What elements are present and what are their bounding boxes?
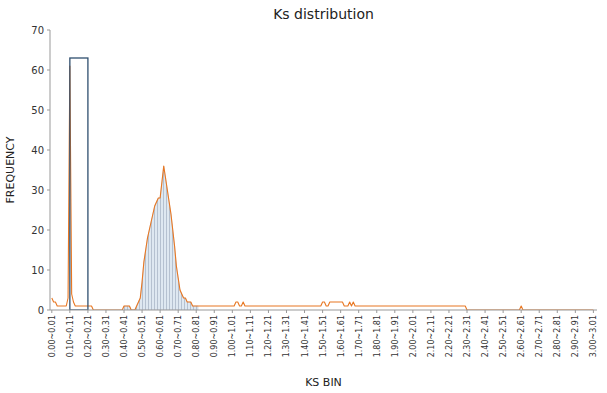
highlight-box: [70, 58, 88, 310]
x-tick-label: 2.90~2.91: [571, 315, 580, 357]
y-axis-label: FREQUENCY: [4, 136, 17, 203]
x-tick-label: 1.10~1.11: [246, 315, 255, 357]
x-tick-label: 0.10~0.11: [66, 315, 75, 357]
x-tick: [178, 310, 179, 313]
x-tick: [160, 310, 161, 313]
x-tick-label: 2.50~2.51: [499, 315, 508, 357]
y-tick: [47, 270, 50, 271]
x-tick-label: 1.30~1.31: [282, 315, 291, 357]
x-tick-label: 1.90~1.91: [391, 315, 400, 357]
x-tick: [539, 310, 540, 313]
x-tick: [412, 310, 413, 313]
x-tick-label: 1.50~1.51: [319, 315, 328, 357]
x-tick: [430, 310, 431, 313]
x-tick-label: 1.40~1.41: [301, 315, 310, 357]
x-tick: [268, 310, 269, 313]
x-tick: [232, 310, 233, 313]
x-tick: [575, 310, 576, 313]
x-tick: [87, 310, 88, 313]
y-tick: [47, 230, 50, 231]
x-tick: [557, 310, 558, 313]
x-tick: [394, 310, 395, 313]
x-tick-label: 2.60~2.61: [517, 315, 526, 357]
x-tick-label: 0.00~0.01: [48, 315, 57, 357]
x-tick-label: 1.20~1.21: [264, 315, 273, 357]
x-tick: [286, 310, 287, 313]
x-tick: [376, 310, 377, 313]
x-tick: [214, 310, 215, 313]
x-axis-line: [50, 310, 597, 311]
x-axis-label: KS BIN: [305, 376, 342, 389]
x-tick: [69, 310, 70, 313]
title: Ks distribution: [273, 6, 374, 22]
y-tick-label: 70: [31, 25, 44, 36]
x-tick-label: 1.80~1.81: [373, 315, 382, 357]
chart: 0 10 20 30 40 50 60 70 0.00~0.01 0.10~0.11 0.20~0.…: [0, 0, 607, 393]
x-tick: [485, 310, 486, 313]
x-tick: [358, 310, 359, 313]
x-tick: [467, 310, 468, 313]
x-tick: [105, 310, 106, 313]
x-tick-label: 2.80~2.81: [553, 315, 562, 357]
x-tick-label: 0.70~0.71: [174, 315, 183, 357]
x-tick: [250, 310, 251, 313]
x-tick: [448, 310, 449, 313]
x-tick-label: 2.00~2.01: [409, 315, 418, 357]
line: [52, 66, 594, 310]
x-tick: [593, 310, 594, 313]
x-tick: [322, 310, 323, 313]
y-tick: [47, 190, 50, 191]
x-tick-label: 2.10~2.11: [427, 315, 436, 357]
x-tick: [304, 310, 305, 313]
x-tick-label: 0.40~0.41: [120, 315, 129, 357]
x-tick-label: 0.90~0.91: [210, 315, 219, 357]
x-tick: [340, 310, 341, 313]
y-tick-label: 10: [31, 265, 44, 276]
y-tick: [47, 310, 50, 311]
x-tick-label: 0.50~0.51: [138, 315, 147, 357]
x-tick-label: 0.30~0.31: [102, 315, 111, 357]
x-tick-label: 2.20~2.21: [445, 315, 454, 357]
y-tick-label: 50: [31, 105, 44, 116]
x-tick-label: 2.40~2.41: [481, 315, 490, 357]
y-tick-label: 0: [38, 305, 44, 316]
x-tick-label: 0.20~0.21: [84, 315, 93, 357]
x-tick-label: 1.00~1.01: [228, 315, 237, 357]
x-tick-label: 0.80~0.81: [192, 315, 201, 357]
x-tick: [142, 310, 143, 313]
x-tick-label: 1.60~1.61: [337, 315, 346, 357]
y-tick: [47, 70, 50, 71]
y-tick-label: 60: [31, 65, 44, 76]
y-tick: [47, 30, 50, 31]
y-tick: [47, 150, 50, 151]
x-tick-label: 0.60~0.61: [156, 315, 165, 357]
y-axis-line: [50, 30, 51, 310]
x-tick-label: 2.70~2.71: [535, 315, 544, 357]
x-tick-label: 1.70~1.71: [355, 315, 364, 357]
y-tick-label: 20: [31, 225, 44, 236]
y-tick-label: 30: [31, 185, 44, 196]
x-tick-label: 2.30~2.31: [463, 315, 472, 357]
y-tick: [47, 110, 50, 111]
x-tick-label: 3.00~3.01: [589, 315, 598, 357]
plot-area: [52, 58, 594, 310]
x-tick: [521, 310, 522, 313]
x-tick: [124, 310, 125, 313]
x-tick: [503, 310, 504, 313]
x-tick: [51, 310, 52, 313]
y-tick-label: 40: [31, 145, 44, 156]
x-tick: [196, 310, 197, 313]
